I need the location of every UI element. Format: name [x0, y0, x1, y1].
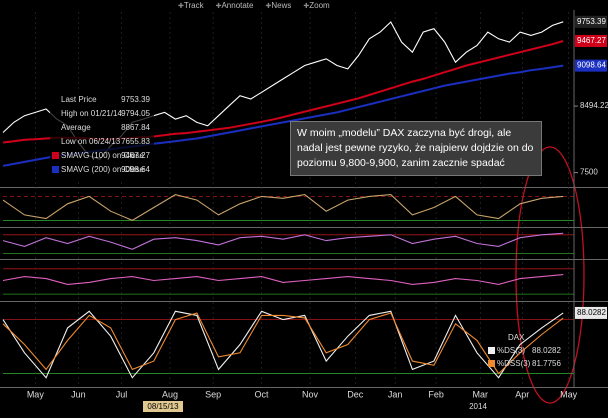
x-tick-label: Jul	[116, 389, 128, 399]
legend-value: 9753.39	[121, 95, 150, 104]
toolbar-button[interactable]: Annotate	[216, 1, 253, 10]
x-tick-label: Nov	[302, 389, 319, 399]
year-label: 2014	[469, 402, 487, 411]
legend-label: %DSS(3)	[497, 359, 531, 368]
legend-box	[50, 92, 154, 180]
legend-value: 9467.27	[121, 151, 150, 160]
legend-value: 7655.83	[121, 137, 150, 146]
last-value-label: 9753.39	[577, 17, 606, 26]
toolbar: Track Annotate News Zoom	[178, 1, 330, 10]
legend-label: High on 01/21/14	[61, 109, 122, 118]
x-tick-label: Jan	[388, 389, 403, 399]
legend-value: 8867.84	[121, 123, 150, 132]
x-tick-label: Mar	[473, 389, 489, 399]
x-tick-label: Oct	[255, 389, 270, 399]
x-tick-label: Apr	[515, 389, 529, 399]
date-marker	[143, 401, 183, 412]
x-tick-label: Aug	[162, 389, 178, 399]
toolbar-button[interactable]: Track	[178, 1, 204, 10]
legend-label: SMAVG (100) on Close	[61, 151, 145, 160]
legend-value: 9098.64	[121, 165, 150, 174]
legend-value: 88.0282	[532, 346, 561, 355]
legend: Last Price 9753.39 High on 01/21/14 9794.05…	[50, 92, 154, 180]
highlight-ellipse	[515, 146, 585, 404]
legend-swatch	[488, 347, 495, 354]
last-value-label: 88.0282	[577, 308, 606, 317]
last-value-label: 9467.27	[577, 36, 606, 45]
legend-swatch	[488, 360, 495, 367]
legend-label: Average	[61, 123, 91, 132]
legend-value: 9794.05	[121, 109, 150, 118]
annotation: W moim „modelu” DAX zaczyna być drogi, a…	[290, 121, 542, 176]
legend-swatch	[52, 166, 59, 173]
series-line	[2, 274, 564, 285]
y-tick-label: 8494.22	[580, 101, 608, 110]
toolbar-button[interactable]: Zoom	[303, 1, 329, 10]
x-tick-label: Dec	[347, 389, 364, 399]
y-tick-label: 7500	[580, 168, 598, 177]
legend-value: 81.7756	[532, 359, 561, 368]
legend-swatch	[52, 152, 59, 159]
panel-title: DAX	[508, 333, 525, 342]
x-tick-label: May	[27, 389, 45, 399]
x-tick-label: May	[560, 389, 578, 399]
last-value-tag	[575, 59, 607, 72]
legend-label: %DS(3)	[497, 346, 525, 355]
x-tick-label: Feb	[428, 389, 444, 399]
last-value-tag	[575, 15, 607, 28]
toolbar-button[interactable]: News	[265, 1, 291, 10]
last-value-label: 9098.64	[577, 61, 606, 70]
x-tick-label: Jun	[71, 389, 86, 399]
last-value-tag	[575, 306, 607, 319]
series-line	[2, 232, 564, 250]
x-tick-label: Sep	[205, 389, 221, 399]
date-marker-label: 08/15/13	[147, 402, 179, 411]
last-value-tag	[575, 34, 607, 47]
legend-label: Low on 06/24/13	[61, 137, 121, 146]
series-line	[2, 194, 564, 222]
legend-label: SMAVG (200) on Close	[61, 165, 145, 174]
legend-label: Last Price	[61, 95, 97, 104]
series-line	[2, 312, 564, 375]
